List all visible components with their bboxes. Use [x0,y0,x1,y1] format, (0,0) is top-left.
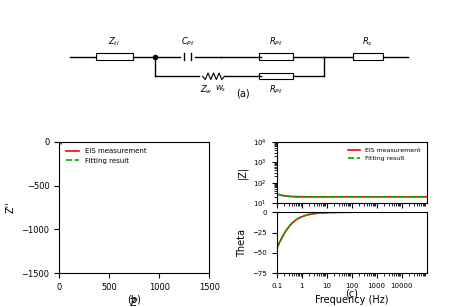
Text: (a): (a) [236,88,250,98]
Fitting result [58,140,64,144]
Bar [259,53,292,60]
Text: $Z_w$: $Z_w$ [200,84,212,96]
Text: $C_{Pt}$: $C_{Pt}$ [181,35,195,48]
Fitting result [397,195,402,199]
EIS measurement [274,192,280,196]
Line: EIS measurement: EIS measurement [277,194,427,197]
Y-axis label: |Z|: |Z| [237,166,247,179]
EIS measurement [58,140,64,144]
Fitting result [420,195,426,199]
EIS measurement [346,195,352,199]
EIS measurement [58,140,64,144]
Fitting result [58,140,64,144]
X-axis label: Z': Z' [130,297,139,307]
EIS measurement [58,142,64,146]
EIS measurement [58,140,64,144]
Text: $R_{Pt}$: $R_{Pt}$ [269,84,283,96]
EIS measurement [363,195,369,199]
EIS measurement [58,140,64,144]
Fitting result [58,140,64,144]
EIS measurement [424,195,429,199]
Text: $R_s$: $R_s$ [363,35,373,48]
EIS measurement [345,195,351,199]
EIS measurement [397,195,402,199]
EIS measurement [58,140,64,144]
EIS measurement [58,140,64,144]
Fitting result [345,195,351,199]
Bar [96,53,133,60]
Bar [259,73,292,79]
X-axis label: Frequency (Hz): Frequency (Hz) [315,216,388,226]
Fitting result [58,140,64,144]
Line: Fitting result: Fitting result [277,194,427,197]
Fitting result [58,140,64,144]
Bar [353,53,383,60]
Text: $Z_{tl}$: $Z_{tl}$ [109,35,120,48]
Fitting result [363,195,369,199]
Fitting result [58,142,64,146]
Fitting result [58,140,64,144]
Fitting result [274,192,280,196]
Fitting result [58,140,64,144]
Legend: EIS measurement, Fitting result: EIS measurement, Fitting result [63,146,149,166]
X-axis label: Frequency (Hz): Frequency (Hz) [315,294,388,305]
Text: (c): (c) [345,289,358,298]
Y-axis label: Z'': Z'' [6,202,16,213]
Legend: EIS measurement, Fitting result: EIS measurement, Fitting result [346,145,423,164]
Text: $W_s$: $W_s$ [215,84,227,94]
Fitting result [424,195,429,199]
Y-axis label: Theta: Theta [237,229,246,257]
EIS measurement [58,140,64,144]
EIS measurement [420,195,426,199]
Text: $R_{Pt}$: $R_{Pt}$ [269,35,283,48]
Fitting result [346,195,352,199]
Fitting result [355,195,361,199]
Text: (b): (b) [128,294,141,304]
EIS measurement [355,195,361,199]
